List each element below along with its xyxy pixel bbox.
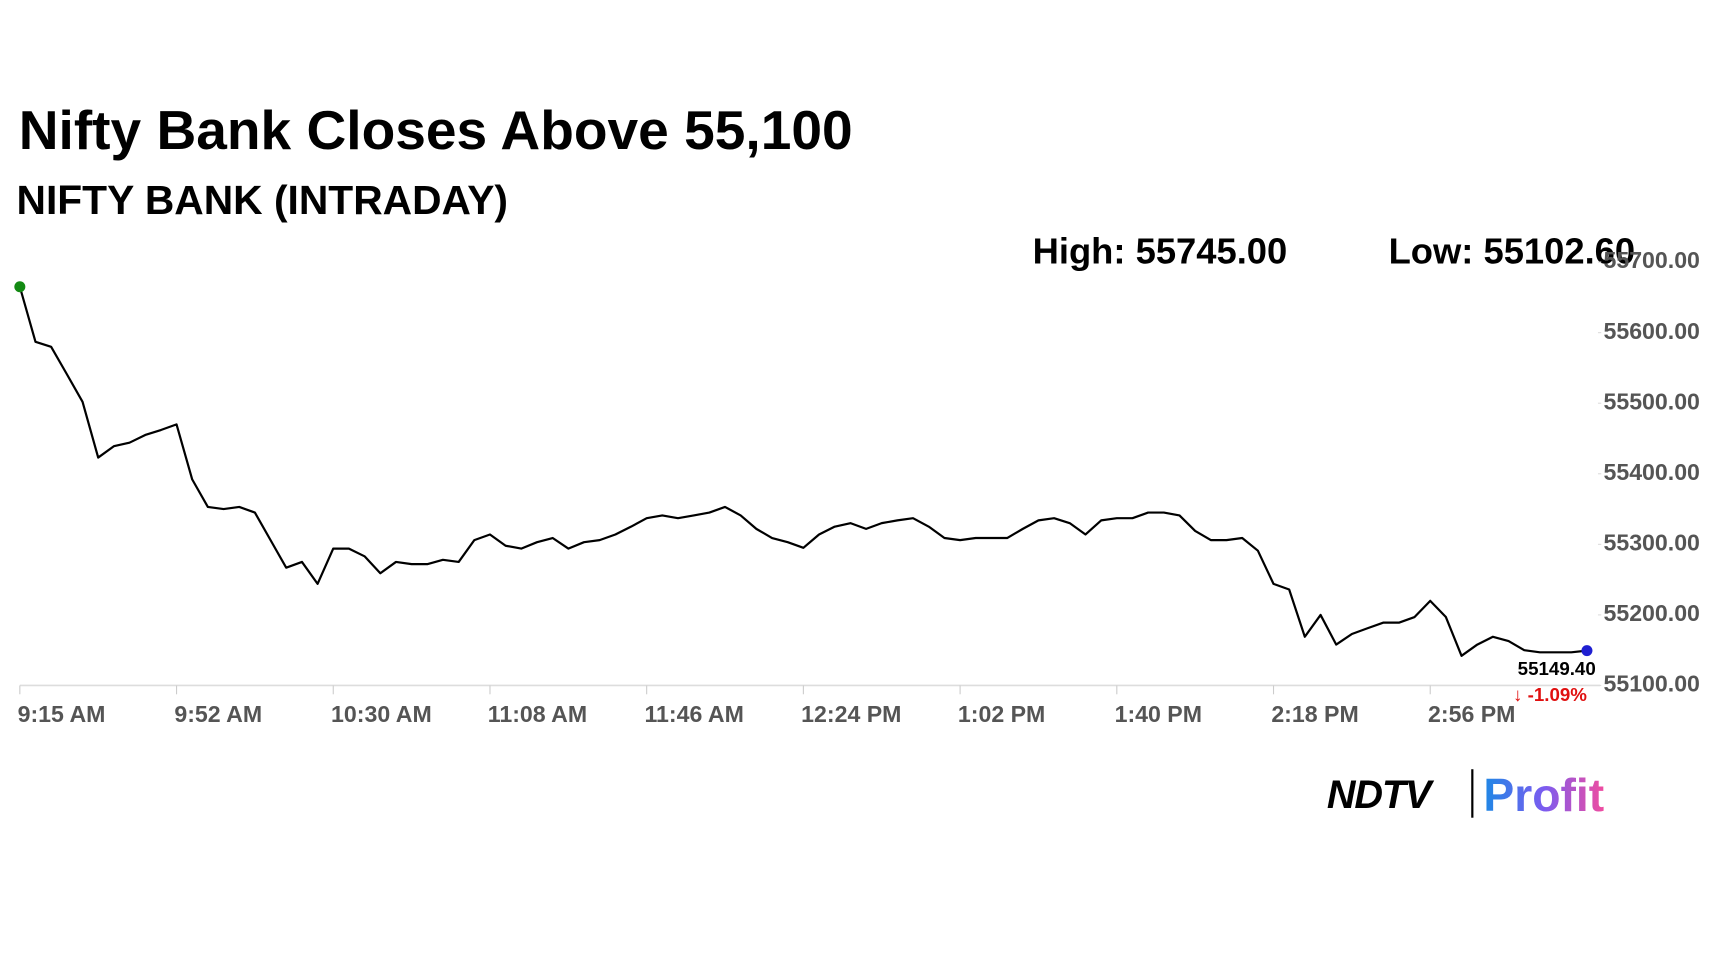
value-label: 55149.40	[1518, 658, 1596, 679]
y-tick-label: 55700.00	[1603, 247, 1699, 273]
change-label: ↓ -1.09%	[1513, 684, 1587, 705]
y-tick-label: 55100.00	[1603, 671, 1699, 697]
x-tick-label: 1:02 PM	[958, 701, 1045, 727]
y-tick-label: 55400.00	[1603, 459, 1699, 485]
x-tick-label: 9:52 AM	[174, 701, 262, 727]
y-tick-label: 55600.00	[1603, 318, 1699, 344]
y-tick-label: 55500.00	[1603, 388, 1699, 414]
x-tick-label: 11:46 AM	[644, 701, 743, 727]
low-stat: Low: 55102.60	[1389, 230, 1636, 271]
chart-title: Nifty Bank Closes Above 55,100	[19, 99, 853, 161]
logo-brand: NDTV	[1327, 773, 1435, 817]
high-stat: High: 55745.00	[1033, 230, 1288, 271]
y-tick-label: 55300.00	[1603, 529, 1699, 555]
x-tick-label: 2:56 PM	[1428, 701, 1515, 727]
x-tick-label: 1:40 PM	[1115, 701, 1202, 727]
x-tick-label: 2:18 PM	[1271, 701, 1358, 727]
start-marker	[14, 281, 26, 293]
price-line	[18, 286, 1588, 657]
x-tick-label: 12:24 PM	[801, 701, 901, 727]
end-marker	[1581, 645, 1593, 657]
x-tick-label: 10:30 AM	[331, 701, 432, 727]
x-tick-label: 11:08 AM	[488, 701, 587, 727]
x-tick-label: 9:15 AM	[18, 701, 106, 727]
y-tick-label: 55200.00	[1603, 600, 1699, 626]
logo-product: Profit	[1483, 769, 1604, 821]
chart-subtitle: NIFTY BANK (INTRADAY)	[17, 177, 508, 223]
